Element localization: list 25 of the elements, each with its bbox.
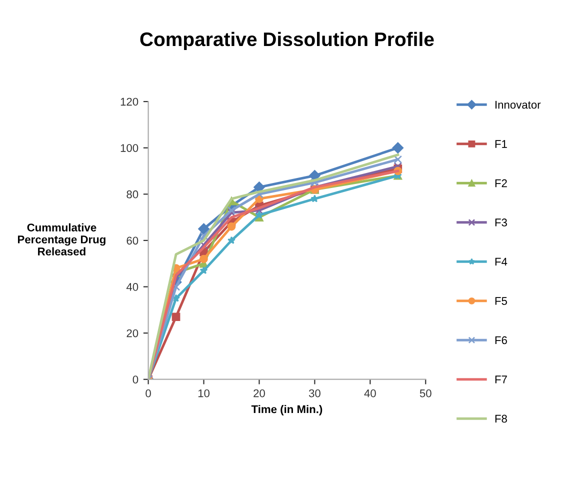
x-tick-label: 30 [308,389,320,398]
y-tick-label: 80 [126,190,138,198]
x-tick-label: 40 [364,389,376,398]
y-tick-label: 60 [126,236,138,245]
y-tick-label: 100 [120,144,138,152]
legend-label: F3 [495,218,507,226]
legend-label: F8 [495,414,507,423]
x-axis-title: Time (in Min.) [251,405,322,416]
legend-label: Innovator [496,100,541,109]
x-tick-label: 20 [254,389,265,398]
legend-label: F4 [495,258,508,266]
legend-label: F2 [495,179,507,188]
legend-label: F7 [495,376,507,384]
y-tick-label: 120 [120,98,138,106]
legend-label: F6 [495,336,507,344]
chart-title: Comparative Dissolution Profile [140,32,434,50]
x-tick-label: 50 [420,389,432,398]
legend-label: F1 [495,140,507,148]
legend-label: F5 [495,297,507,305]
y-axis-title: Cummulative Percentage Drug Released [18,223,106,256]
y-tick-label: 20 [126,329,138,338]
x-tick-label: 10 [198,389,210,398]
y-tick-label: 40 [126,283,138,291]
x-tick-label: 0 [146,389,151,398]
y-tick-label: 0 [132,376,138,384]
